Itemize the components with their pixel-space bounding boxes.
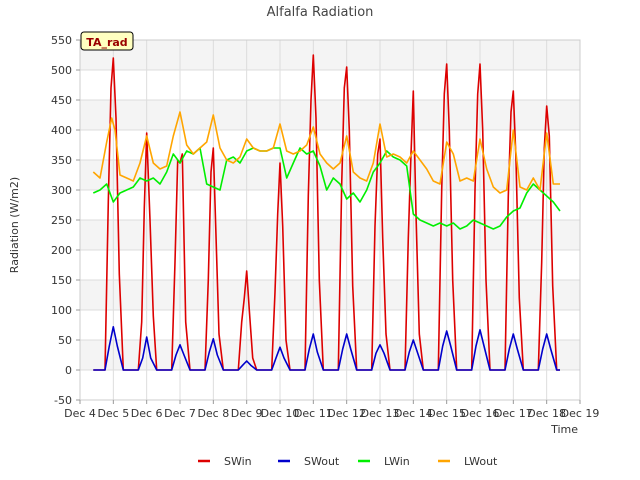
- annotation-box: TA_rad: [80, 31, 134, 51]
- y-tick-label: 350: [51, 154, 72, 167]
- plot-band: [80, 100, 580, 130]
- series-line-lwout: [92, 111, 560, 194]
- series-line-lwin: [92, 147, 561, 230]
- x-tick-label: Dec 12: [327, 407, 366, 420]
- y-tick-label: 150: [51, 274, 72, 287]
- plot-band: [80, 190, 580, 220]
- x-tick-label: Dec 14: [394, 407, 433, 420]
- y-tick-label: 500: [51, 64, 72, 77]
- legend-label-swout: SWout: [304, 455, 340, 468]
- series-layer: [92, 54, 561, 371]
- plot-band: [80, 220, 580, 250]
- annotation-label: TA_rad: [86, 36, 127, 49]
- x-tick-label: Dec 18: [527, 407, 566, 420]
- y-tick-label: 300: [51, 184, 72, 197]
- plot-band: [80, 130, 580, 160]
- legend-label-lwout: LWout: [464, 455, 498, 468]
- y-axis-label: Radiation (W/m2): [8, 177, 21, 273]
- legend-label-swin: SWin: [224, 455, 252, 468]
- x-axis-label: Time: [550, 423, 578, 436]
- plot-band: [80, 370, 580, 400]
- y-tick-label: 50: [58, 334, 72, 347]
- x-tick-label: Dec 5: [97, 407, 129, 420]
- legend-label-lwin: LWin: [384, 455, 410, 468]
- x-tick-label: Dec 13: [361, 407, 400, 420]
- plot-band: [80, 250, 580, 280]
- y-tick-label: 550: [51, 34, 72, 47]
- y-tick-label: 250: [51, 214, 72, 227]
- x-tick-label: Dec 10: [261, 407, 300, 420]
- plot-band: [80, 310, 580, 340]
- y-tick-label: 200: [51, 244, 72, 257]
- x-tick-label: Dec 4: [64, 407, 96, 420]
- x-tick-label: Dec 15: [427, 407, 466, 420]
- y-tick-label: 400: [51, 124, 72, 137]
- plot-band: [80, 280, 580, 310]
- y-tick-label: 100: [51, 304, 72, 317]
- x-tick-label: Dec 8: [197, 407, 229, 420]
- series-line-swout: [93, 325, 560, 371]
- y-axis-ticks: -50 0 50 100 150 200 250 300 350 400 450 500 550: [51, 34, 80, 407]
- x-tick-label: Dec 11: [294, 407, 333, 420]
- y-tick-label: -50: [54, 394, 72, 407]
- y-tick-label: 0: [65, 364, 72, 377]
- y-tick-label: 450: [51, 94, 72, 107]
- x-tick-label: Dec 17: [494, 407, 533, 420]
- x-tick-label: Dec 16: [461, 407, 500, 420]
- x-tick-label: Dec 6: [131, 407, 163, 420]
- x-tick-label: Dec 7: [164, 407, 196, 420]
- chart-title: Alfalfa Radiation: [267, 5, 374, 20]
- plot-band: [80, 40, 580, 70]
- legend: SWin SWout LWin LWout: [198, 455, 498, 468]
- plot-band: [80, 70, 580, 100]
- x-tick-label: Dec 9: [231, 407, 263, 420]
- x-tick-label: Dec 19: [561, 407, 600, 420]
- plot-band: [80, 340, 580, 370]
